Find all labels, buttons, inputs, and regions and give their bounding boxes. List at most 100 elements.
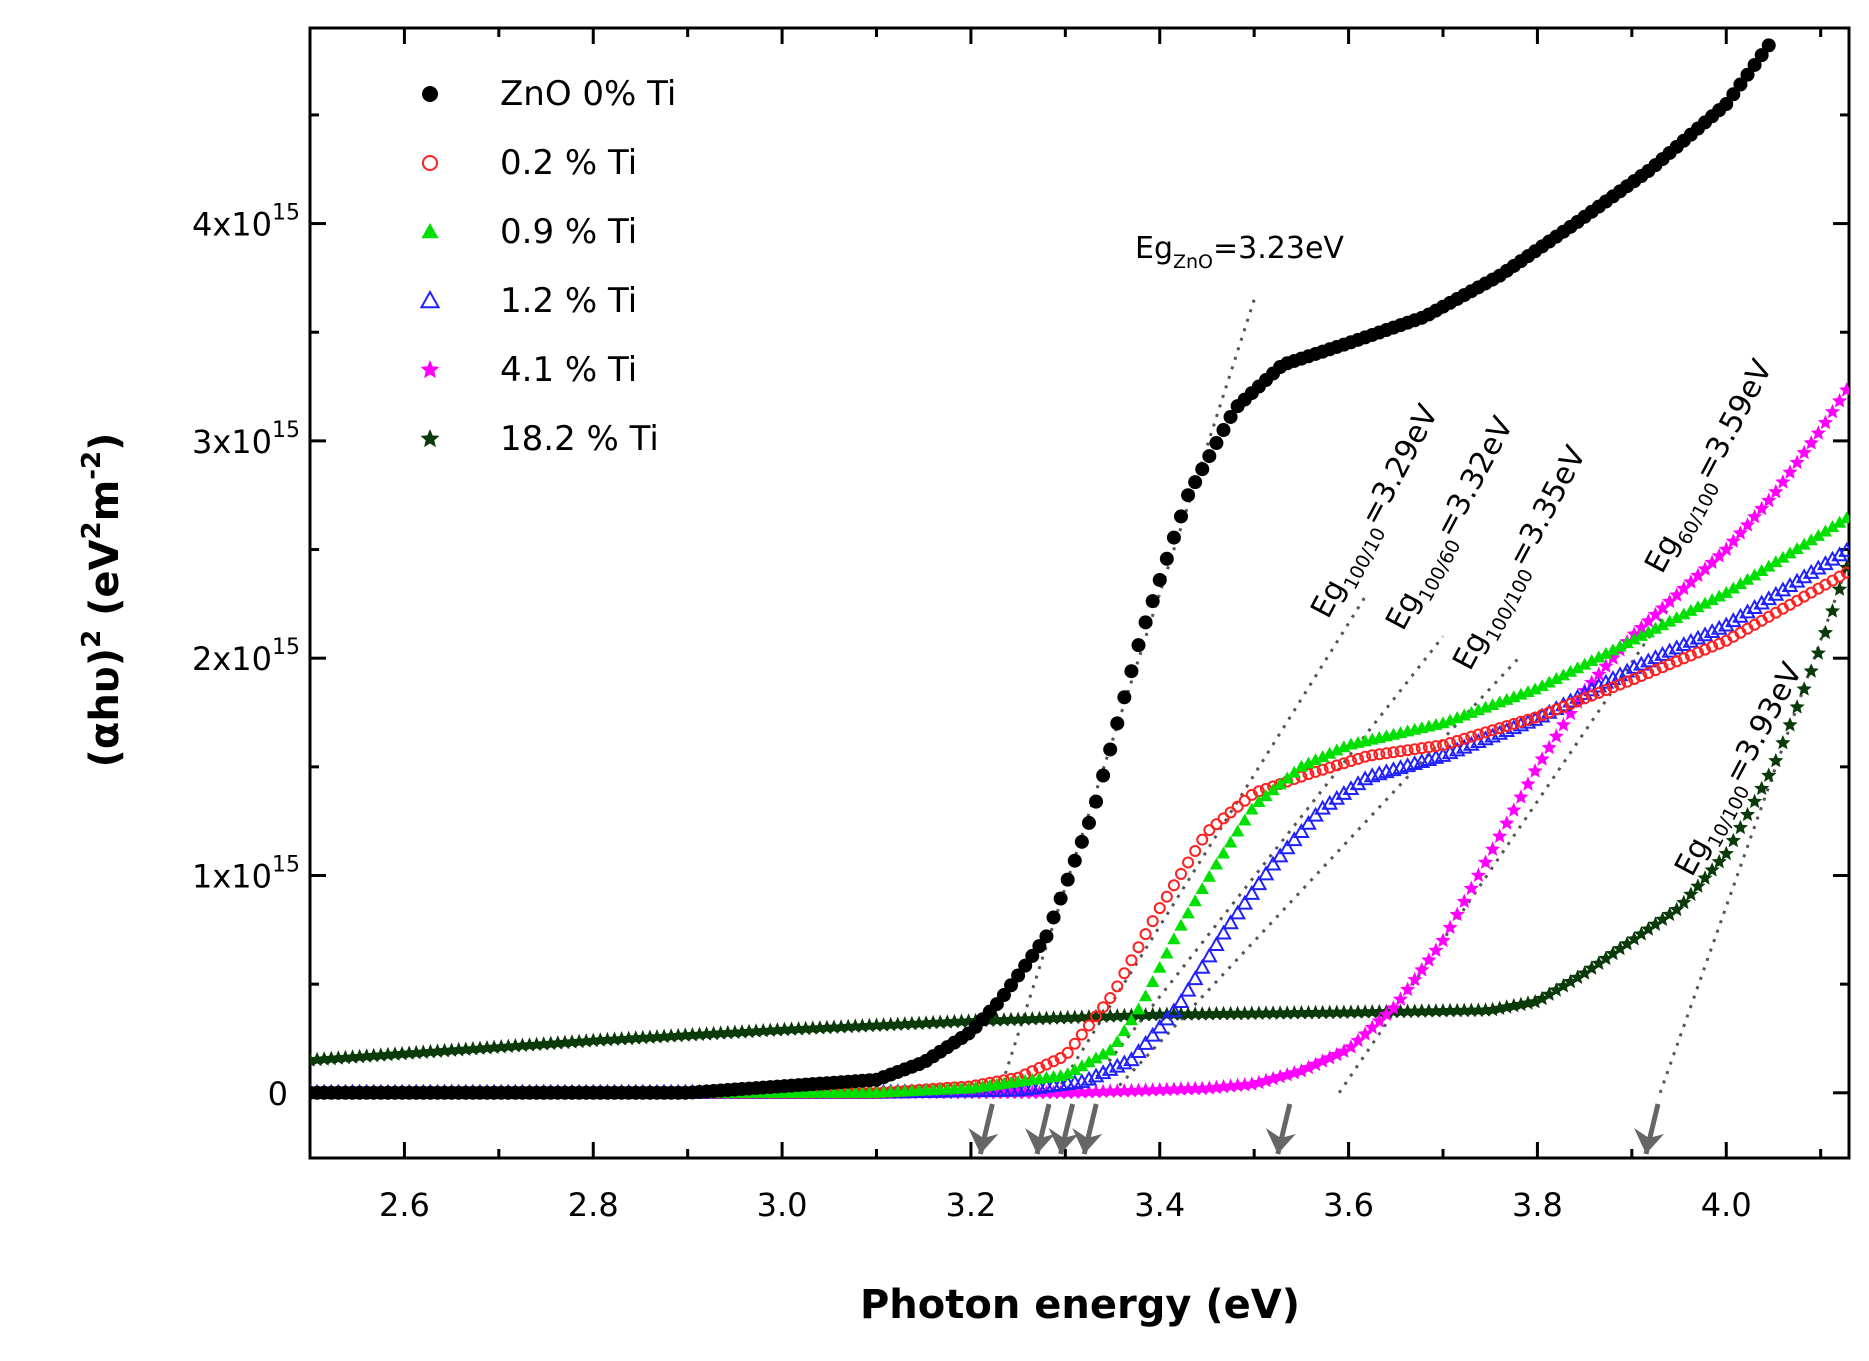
data-point	[1691, 646, 1704, 659]
data-point	[1521, 713, 1534, 726]
data-point	[1677, 607, 1691, 620]
x-tick-label: 3.8	[1512, 1186, 1563, 1224]
data-point	[1825, 520, 1840, 533]
data-point	[1167, 879, 1180, 892]
data-point	[1604, 670, 1622, 685]
data-point	[1810, 425, 1826, 440]
data-point	[1536, 709, 1549, 722]
x-tick-label: 2.8	[568, 1186, 619, 1224]
data-point	[1492, 828, 1508, 843]
axis-ticks	[310, 28, 1849, 1158]
data-point	[1243, 884, 1261, 900]
data-point	[1527, 994, 1543, 1009]
data-point	[1189, 845, 1202, 858]
data-point	[1429, 740, 1442, 753]
data-point	[1824, 550, 1841, 566]
data-point	[1661, 642, 1678, 658]
data-point	[1717, 616, 1735, 632]
tangent-line-2	[1083, 635, 1445, 1094]
annotation-eg-10-100: Eg10/100=3.93eV	[1668, 657, 1816, 885]
data-point	[1321, 794, 1339, 810]
data-point	[1131, 1002, 1146, 1015]
data-point	[1293, 822, 1310, 838]
data-point	[1782, 717, 1798, 732]
data-point	[1146, 915, 1159, 928]
data-point	[1040, 1058, 1053, 1071]
data-point	[1541, 739, 1557, 755]
data-point	[1089, 1051, 1103, 1064]
legend-label: 18.2 % Ti	[500, 419, 659, 459]
data-point	[1132, 941, 1145, 954]
data-point	[1087, 1067, 1105, 1083]
data-point	[1117, 1024, 1131, 1037]
data-point	[1350, 1032, 1366, 1048]
data-point	[1563, 664, 1578, 677]
legend-label: 0.9 % Ti	[500, 212, 637, 252]
data-point	[1408, 743, 1421, 756]
data-point	[1330, 743, 1344, 756]
data-point	[1747, 508, 1763, 524]
y-axis-title: (αhυ)2 (eV2m-2)	[77, 433, 128, 768]
data-point	[1166, 530, 1181, 545]
data-point	[1824, 403, 1841, 419]
data-point	[1195, 882, 1209, 894]
data-point	[1174, 918, 1188, 931]
data-point	[1287, 765, 1301, 778]
data-point	[1768, 752, 1784, 768]
data-point	[1719, 97, 1734, 112]
y-tick-label: 2x1015	[192, 635, 300, 678]
data-point	[1597, 673, 1615, 689]
data-point	[1804, 533, 1818, 546]
data-point	[1097, 1001, 1110, 1014]
data-point	[1456, 893, 1472, 908]
data-point	[1555, 978, 1571, 993]
legend-item-1: ZnO 0% Ti	[422, 74, 676, 114]
legend-marker	[420, 360, 440, 379]
data-point	[1739, 806, 1756, 822]
data-point	[1209, 857, 1224, 870]
data-point	[1422, 741, 1435, 754]
data-point	[1704, 862, 1720, 877]
data-point	[1739, 517, 1756, 532]
data-point	[1535, 679, 1549, 692]
data-point	[1428, 942, 1444, 957]
data-point	[1776, 550, 1790, 563]
series-6	[310, 559, 1849, 1067]
data-point	[1839, 382, 1849, 397]
data-point	[1599, 684, 1612, 697]
data-point	[1280, 771, 1294, 784]
annotation-eg-zno: EgZnO=3.23eV	[1135, 231, 1344, 273]
data-point	[310, 1051, 325, 1067]
data-point	[1451, 734, 1464, 747]
data-point	[1691, 600, 1705, 613]
data-point	[1570, 661, 1585, 674]
data-point	[1378, 1006, 1394, 1021]
data-point	[1633, 619, 1649, 635]
data-point	[1096, 1047, 1110, 1060]
data-point	[1557, 700, 1570, 713]
data-point	[1210, 818, 1223, 831]
data-point	[1747, 568, 1762, 581]
data-point	[1075, 1059, 1089, 1072]
data-point	[1796, 444, 1812, 460]
data-point	[1357, 1026, 1373, 1041]
data-point	[1329, 1046, 1345, 1062]
data-point	[1690, 567, 1706, 583]
x-tick-label: 3.0	[757, 1186, 808, 1224]
data-point	[1167, 932, 1181, 945]
data-point	[1400, 981, 1416, 997]
data-point	[1075, 1028, 1088, 1041]
data-point	[1145, 594, 1160, 609]
data-point	[1817, 624, 1833, 640]
data-point	[1117, 690, 1132, 705]
data-point	[1569, 969, 1586, 984]
data-point	[1605, 650, 1621, 665]
plot-frame	[308, 26, 1851, 1160]
data-point	[1634, 629, 1648, 641]
data-point	[1591, 666, 1607, 681]
data-point	[1669, 587, 1685, 602]
data-point	[1718, 845, 1734, 861]
y-tick-label: 1x1015	[192, 853, 300, 896]
data-point	[1330, 759, 1343, 772]
data-point	[1266, 783, 1280, 796]
